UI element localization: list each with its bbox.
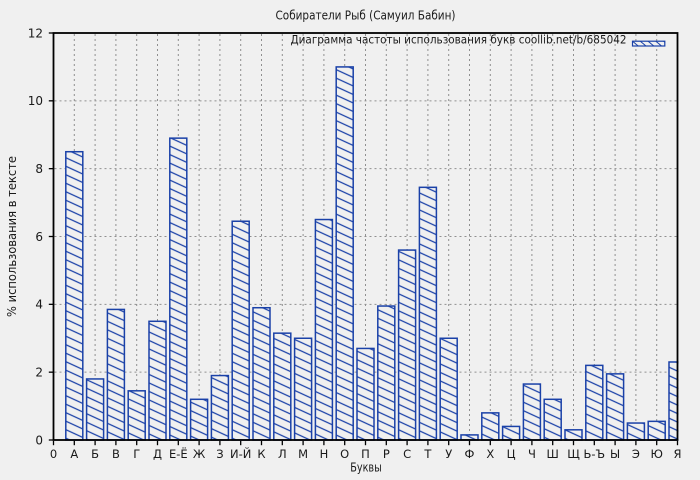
x-tick-label: Р: [383, 447, 390, 461]
bar-Т: [418, 186, 438, 441]
bar-О: [335, 66, 354, 441]
x-tick-label: А: [70, 447, 78, 461]
legend-swatch: [631, 40, 666, 47]
x-tick-label: Б: [91, 447, 99, 461]
x-tick-label: З: [216, 447, 223, 461]
bar-Е-Ё: [169, 137, 188, 441]
x-tick-label: Д: [153, 447, 162, 461]
bar-Э: [626, 422, 646, 441]
bar-Н: [314, 218, 334, 441]
legend-label: Диаграмма частоты использования букв coo…: [291, 33, 627, 47]
y-tick-label: 8: [35, 162, 43, 176]
bar-П: [356, 347, 375, 441]
bar-Ш: [543, 398, 562, 441]
bar-И-Й: [231, 220, 250, 441]
bar-В: [106, 308, 126, 441]
y-tick-label: 6: [35, 230, 43, 244]
x-tick-label: М: [298, 447, 308, 461]
x-tick-label: Ч: [528, 447, 536, 461]
bar-Ю: [647, 420, 666, 441]
x-tick-label: Э: [632, 447, 640, 461]
plot-frame: [52, 32, 679, 441]
bar-Ч: [522, 383, 542, 441]
x-axis-label: Буквы: [350, 461, 382, 475]
bar-Л: [273, 332, 292, 441]
bar-Р: [377, 305, 396, 441]
bar-С: [397, 249, 417, 441]
bar-Ь-Ъ: [585, 364, 604, 441]
x-tick-label: Г: [133, 447, 140, 461]
x-tick-label: С: [403, 447, 411, 461]
y-tick-label: 0: [35, 433, 43, 447]
chart-title: Собиратели Рыб (Самуил Бабин): [276, 8, 456, 23]
x-tick-label: Ж: [193, 447, 206, 461]
axis-ticks: [48, 32, 679, 446]
bar-З: [210, 374, 230, 441]
x-tick-label: Е-Ё: [169, 446, 188, 461]
bar-М: [293, 337, 313, 441]
x-tick-label: Ц: [507, 447, 516, 461]
bar-Щ: [564, 429, 583, 441]
x-tick-label: Н: [320, 447, 329, 461]
y-tick-labels: 0 2 4 6 8 10 12: [28, 26, 43, 447]
bar-Ы: [605, 373, 625, 441]
bar-Б: [85, 378, 105, 441]
x-tick-label: Ю: [650, 447, 662, 461]
x-tick-label: Ы: [610, 447, 620, 461]
bar-Ж: [189, 398, 209, 441]
x-tick-labels: 0 А Б В Г Д Е-Ё Ж З И-Й К Л М Н О П Р С Т У Ф Х Ц Ч Ш Щ Ь-Ъ Ы Э Ю Я: [50, 446, 682, 461]
x-tick-label: Т: [423, 447, 432, 461]
x-tick-label: Щ: [567, 447, 580, 461]
x-tick-label: О: [340, 447, 349, 461]
x-tick-label: Ь-Ъ: [583, 447, 605, 461]
bar-Ц: [501, 425, 521, 441]
bar-Х: [481, 412, 500, 441]
y-tick-label: 2: [35, 366, 43, 380]
x-tick-label: Я: [674, 447, 682, 461]
x-tick-label: Л: [278, 447, 287, 461]
x-tick-label: 0: [50, 447, 57, 461]
x-tick-label: П: [361, 447, 370, 461]
bar-А: [65, 150, 84, 441]
x-tick-label: И-Й: [230, 446, 251, 461]
y-tick-label: 4: [35, 298, 43, 312]
x-tick-label: В: [112, 447, 120, 461]
y-tick-label: 10: [28, 94, 43, 108]
bars: [65, 66, 679, 441]
y-axis-label: % использования в тексте: [5, 156, 19, 317]
bar-К: [252, 306, 271, 441]
x-tick-label: Ф: [465, 447, 475, 461]
bar-У: [439, 337, 458, 441]
x-tick-label: Х: [486, 447, 494, 461]
bar-Г: [127, 390, 146, 441]
bar-Д: [148, 320, 167, 441]
x-tick-label: У: [445, 447, 452, 461]
x-tick-label: Ш: [547, 447, 559, 461]
y-tick-label: 12: [28, 26, 43, 40]
x-tick-label: К: [257, 447, 265, 461]
